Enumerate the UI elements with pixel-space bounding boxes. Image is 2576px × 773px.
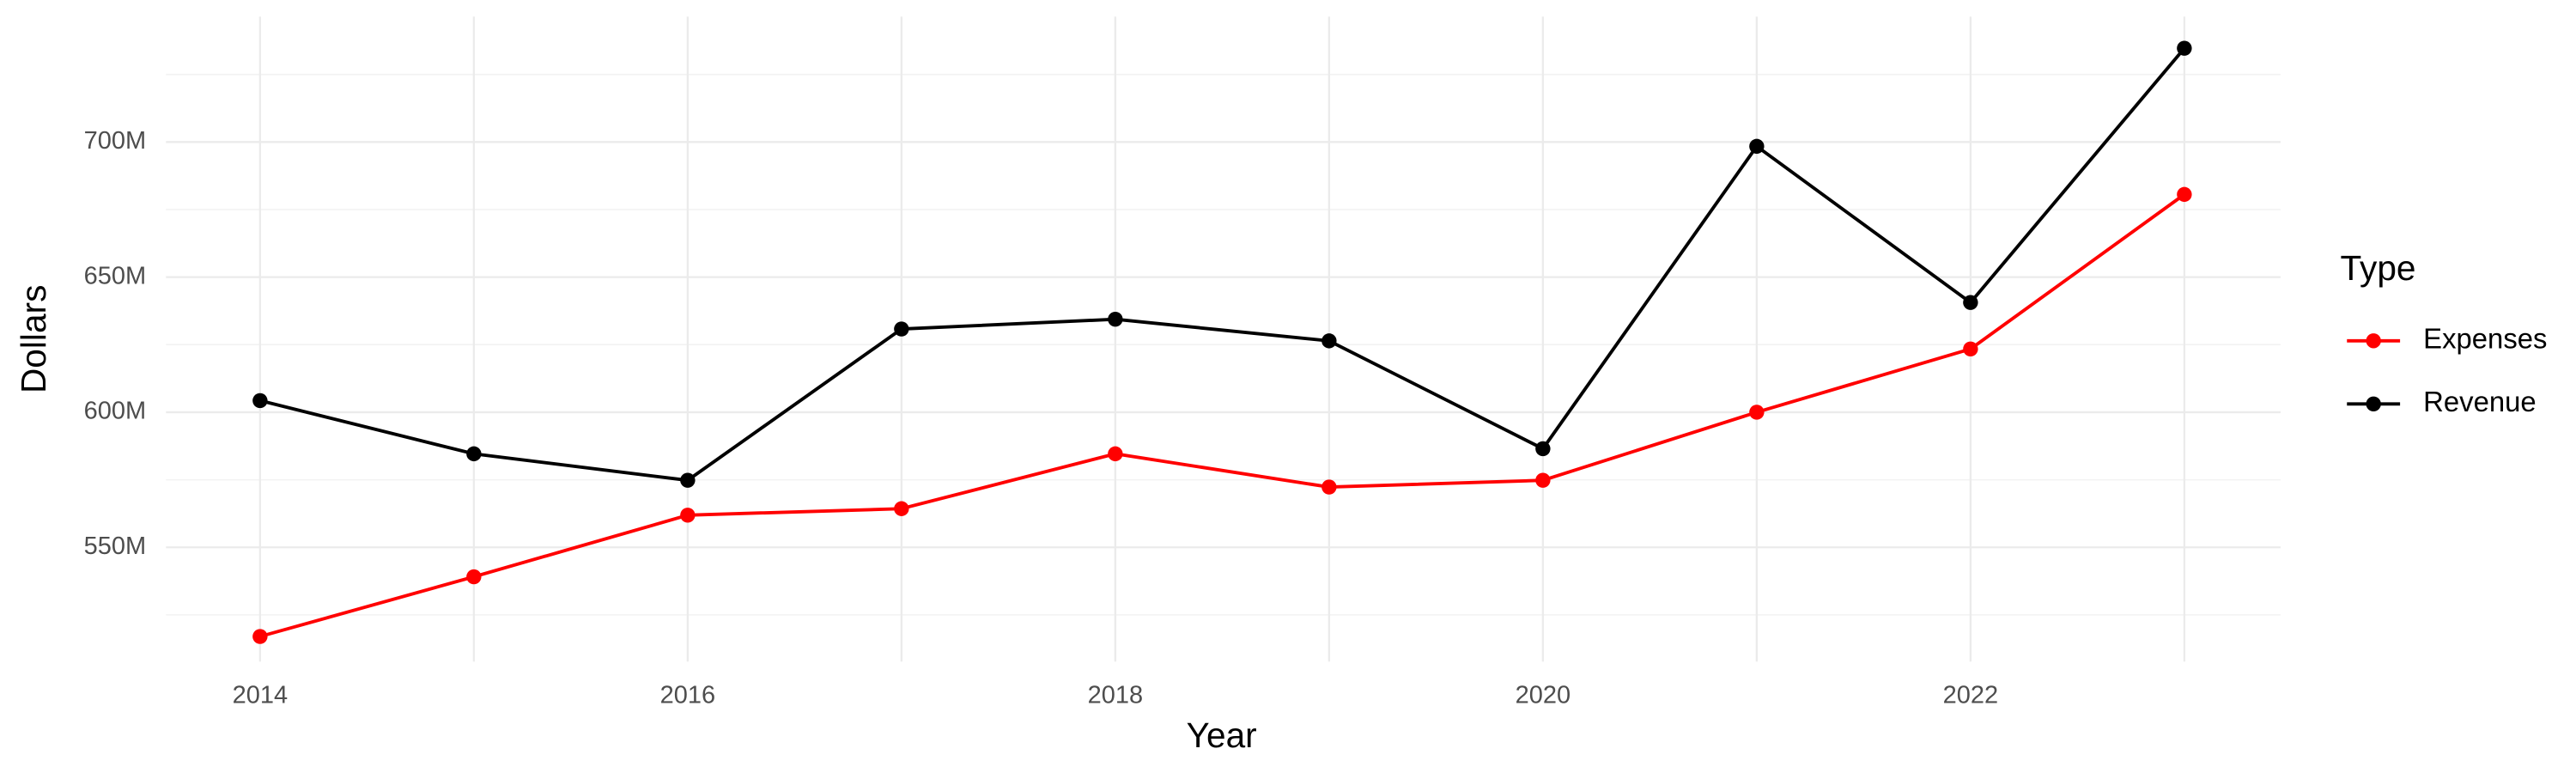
data-point	[680, 472, 696, 488]
data-point	[1535, 441, 1551, 457]
data-point	[894, 321, 909, 337]
data-point	[1963, 341, 1978, 357]
data-point	[466, 446, 482, 462]
x-tick-label: 2016	[660, 682, 715, 709]
x-tick-label: 2022	[1943, 682, 1998, 709]
legend-label: Revenue	[2423, 386, 2537, 417]
series-line	[259, 46, 2186, 483]
legend-label: Expenses	[2423, 322, 2547, 354]
data-point	[1108, 446, 1123, 462]
data-point	[252, 393, 268, 409]
data-point	[2177, 40, 2192, 56]
data-point	[894, 501, 909, 516]
data-point	[1963, 295, 1978, 310]
data-point	[680, 508, 696, 523]
y-tick-label: 600M	[84, 398, 147, 425]
data-point	[1749, 138, 1765, 155]
y-tick-label: 700M	[84, 127, 147, 155]
legend-key-point	[2366, 333, 2381, 349]
data-point	[2177, 186, 2192, 203]
y-tick-label: 550M	[84, 533, 147, 560]
series-line	[259, 192, 2186, 638]
data-point	[1321, 479, 1337, 495]
y-axis-title: Dollars	[14, 285, 53, 393]
data-point	[1535, 472, 1551, 488]
data-point	[252, 629, 268, 644]
data-point	[1108, 312, 1123, 327]
x-tick-label: 2018	[1088, 682, 1143, 709]
x-tick-label: 2020	[1516, 682, 1571, 709]
y-tick-label: 650M	[84, 262, 147, 289]
data-point	[466, 569, 482, 585]
data-point	[1749, 405, 1765, 420]
legend-title: Type	[2341, 248, 2416, 288]
x-tick-label: 2014	[233, 682, 288, 709]
legend-key-point	[2366, 396, 2381, 412]
x-axis-title: Year	[1187, 715, 1257, 755]
data-point	[1321, 333, 1337, 349]
